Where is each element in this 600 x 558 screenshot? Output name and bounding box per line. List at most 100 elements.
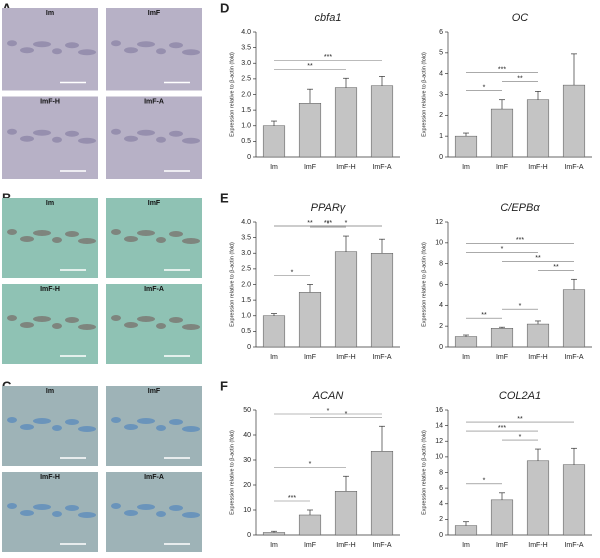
- x-tick-label: Im: [270, 354, 278, 361]
- y-axis-label: Expression relative to β-actin (fold): [229, 242, 235, 327]
- x-tick-label: ImF: [496, 542, 508, 549]
- significance-label: *: [519, 434, 522, 441]
- image-label: Im: [46, 200, 54, 207]
- cell: [7, 315, 17, 321]
- bar: [490, 499, 514, 536]
- cell: [182, 512, 200, 518]
- y-tick-label: 2: [439, 112, 443, 119]
- chart-title: ACAN: [312, 390, 344, 402]
- cell: [65, 42, 79, 49]
- cell: [124, 510, 138, 516]
- chart-title: C/EPBα: [500, 202, 540, 214]
- panel-letter: B: [2, 190, 11, 205]
- bar: [562, 289, 586, 348]
- bar: [262, 532, 286, 536]
- bar: [454, 135, 478, 158]
- y-tick-label: 40: [243, 432, 251, 439]
- y-tick-label: 0: [439, 344, 443, 351]
- cell: [111, 417, 121, 423]
- x-tick-label: Im: [462, 164, 470, 171]
- cell: [52, 48, 62, 55]
- cell: [182, 426, 200, 432]
- cell: [20, 47, 34, 54]
- significance-label: *: [483, 478, 486, 485]
- significance-label: **: [517, 416, 523, 423]
- significance-label: ***: [324, 54, 332, 61]
- cell: [65, 317, 79, 323]
- cell: [20, 510, 34, 516]
- x-tick-label: Im: [462, 542, 470, 549]
- significance-label: *: [345, 220, 348, 227]
- cell: [169, 505, 183, 511]
- bar: [490, 328, 514, 348]
- micrograph: [106, 386, 202, 466]
- significance-label: *: [501, 246, 504, 253]
- chart-title: PPARγ: [311, 202, 347, 214]
- image-label: ImF: [148, 200, 161, 207]
- significance-label: **: [307, 63, 313, 70]
- x-tick-label: ImF-A: [372, 354, 391, 361]
- cell: [7, 40, 17, 47]
- panel-letter: A: [2, 0, 12, 15]
- y-tick-label: 3.0: [241, 250, 251, 257]
- x-tick-label: ImF-H: [336, 542, 355, 549]
- bar: [370, 451, 394, 536]
- cell: [137, 129, 155, 136]
- y-axis-label: Expression relative to β-actin (fold): [229, 430, 235, 515]
- y-axis-label: Expression relative to β-actin (fold): [421, 430, 427, 515]
- cell: [33, 41, 51, 48]
- cell: [156, 511, 166, 517]
- significance-label: **: [553, 264, 559, 271]
- bar: [334, 87, 358, 158]
- significance-label: **: [307, 220, 313, 227]
- cell: [20, 322, 34, 328]
- significance-label: *: [327, 221, 330, 228]
- cell: [78, 512, 96, 518]
- micrograph: [106, 284, 202, 364]
- cell: [111, 128, 121, 135]
- panel-letter: F: [220, 378, 228, 393]
- cell: [169, 317, 183, 323]
- significance-label: ***: [498, 67, 506, 74]
- y-tick-label: 5: [439, 50, 443, 57]
- cell: [33, 504, 51, 510]
- cell: [65, 231, 79, 237]
- cell: [156, 323, 166, 329]
- bar: [370, 253, 394, 348]
- y-tick-label: 2: [439, 516, 443, 523]
- significance-label: *: [309, 461, 312, 468]
- panel-letter: E: [220, 190, 229, 205]
- cell: [169, 231, 183, 237]
- image-label: ImF-H: [40, 98, 60, 105]
- y-tick-label: 4.0: [241, 219, 251, 226]
- cell: [7, 128, 17, 135]
- y-axis-label: Expression relative to β-actin (fold): [421, 242, 427, 327]
- bar: [262, 125, 286, 158]
- y-tick-label: 2.5: [241, 266, 251, 273]
- significance-label: ***: [516, 237, 524, 244]
- image-label: ImF-H: [40, 474, 60, 481]
- image-label: ImF-H: [40, 286, 60, 293]
- chart-title: cbfa1: [315, 12, 342, 24]
- y-tick-label: 0: [439, 154, 443, 161]
- significance-label: *: [519, 303, 522, 310]
- micrograph: [2, 284, 98, 364]
- cell: [33, 230, 51, 236]
- y-tick-label: 4: [439, 501, 443, 508]
- cell: [156, 136, 166, 143]
- cell: [33, 418, 51, 424]
- cell: [65, 505, 79, 511]
- cell: [111, 315, 121, 321]
- chart-title: COL2A1: [499, 390, 541, 402]
- cell: [78, 324, 96, 330]
- cell: [182, 324, 200, 330]
- cell: [169, 42, 183, 49]
- y-tick-label: 16: [435, 407, 443, 414]
- image-label: Im: [46, 10, 54, 17]
- cell: [33, 316, 51, 322]
- y-axis-label: Expression relative to β-actin (fold): [421, 52, 427, 137]
- micrograph: [106, 8, 202, 91]
- panel-letter: C: [2, 378, 12, 393]
- y-tick-label: 0: [439, 532, 443, 539]
